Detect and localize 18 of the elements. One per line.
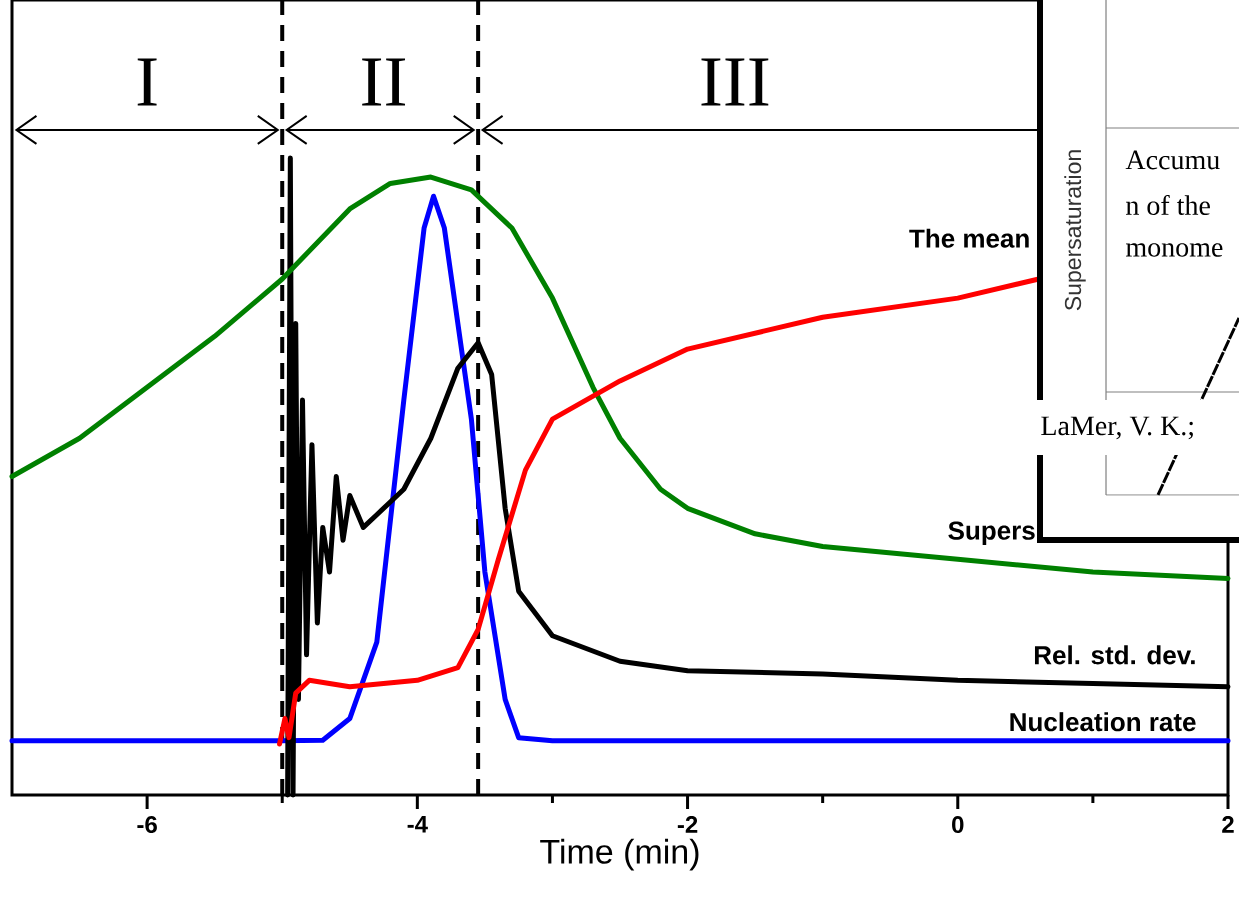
x-tick-label: -4 xyxy=(407,816,428,833)
annotation: n of the xyxy=(1126,194,1210,215)
series-label: The mean xyxy=(909,228,1029,248)
x-tick-label: 2 xyxy=(1222,816,1234,833)
x-axis-title: Time (min) xyxy=(540,838,699,871)
text: II xyxy=(362,58,406,106)
series-label: Rel. std. dev. xyxy=(1034,645,1195,665)
series-label: Supers xyxy=(948,521,1035,545)
annotation: monome xyxy=(1126,243,1223,257)
text: III xyxy=(701,58,769,106)
series-label: Nucleation rate xyxy=(1010,712,1196,732)
annotation: Supersaturation xyxy=(1064,150,1086,311)
annotation: Accumu xyxy=(1125,150,1220,170)
annotation: LaMer, V. K.; xyxy=(1041,416,1193,440)
x-tick-label: -2 xyxy=(677,816,698,833)
x-tick-label: -6 xyxy=(137,816,157,834)
x-tick-label: 0 xyxy=(952,816,964,834)
text: I xyxy=(137,58,157,106)
